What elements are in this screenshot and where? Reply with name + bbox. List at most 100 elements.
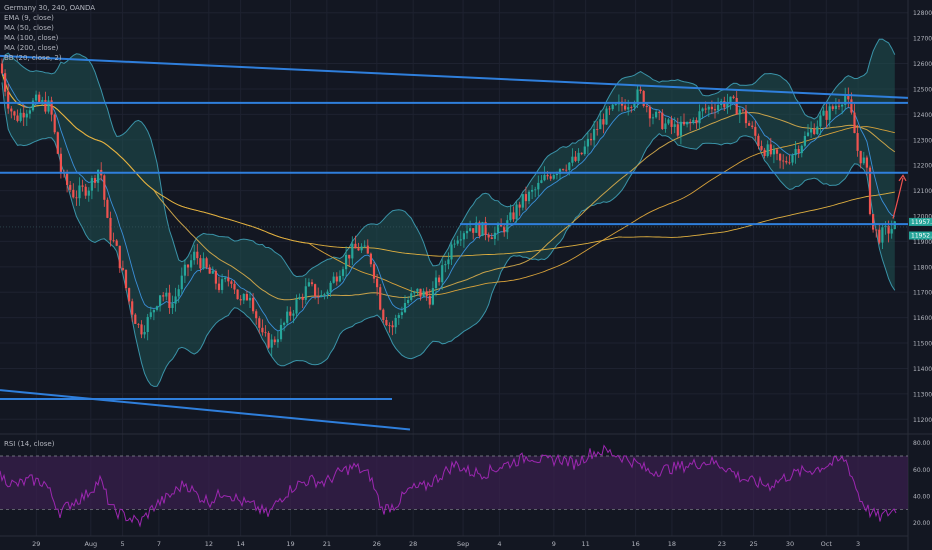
- candle-body: [298, 296, 301, 300]
- candle-266: [825, 102, 828, 128]
- candle-body: [264, 332, 267, 334]
- indicator-bb[interactable]: BB (20, close, 2): [4, 54, 62, 62]
- candle-138: [428, 288, 431, 309]
- symbol-title[interactable]: Germany 30, 240, OANDA: [4, 4, 96, 12]
- candle-body: [106, 199, 109, 218]
- price-tick-label: 12100.0: [913, 188, 932, 195]
- candle-body: [487, 234, 490, 238]
- candle-12: [38, 91, 41, 104]
- candle-body: [134, 314, 137, 324]
- indicator-ma200[interactable]: MA (200, close): [4, 44, 59, 52]
- candle-75: [233, 280, 236, 295]
- candle-body: [813, 128, 816, 135]
- candle-267: [828, 102, 831, 127]
- price-tick-label: 11500.0: [913, 341, 932, 348]
- candle-278: [862, 151, 865, 165]
- candle-92: [286, 306, 289, 326]
- time-tick-label: 18: [668, 540, 676, 548]
- candle-body: [118, 245, 121, 269]
- candle-6: [19, 108, 22, 123]
- candle-body: [301, 296, 304, 300]
- candle-body: [599, 119, 602, 130]
- candle-259: [803, 131, 806, 148]
- price-tick-label: 11400.0: [913, 366, 932, 373]
- candle-body: [419, 288, 422, 297]
- candle-body: [382, 309, 385, 320]
- candle-body: [469, 228, 472, 231]
- price-tick-label: 12200.0: [913, 163, 932, 170]
- candle-body: [887, 225, 890, 234]
- candle-body: [583, 146, 586, 155]
- candle-body: [682, 121, 686, 125]
- candle-body: [323, 294, 326, 296]
- candle-body: [735, 97, 738, 115]
- candle-body: [354, 243, 357, 249]
- candle-body: [422, 291, 425, 297]
- candle-123: [382, 308, 385, 323]
- candle-220: [682, 113, 686, 127]
- price-axis[interactable]: 12800.0 12700.0 12600.0 12500.0 12400.0 12300…: [909, 10, 932, 424]
- candle-135: [419, 288, 422, 301]
- candle-249: [772, 145, 775, 164]
- candle-body: [416, 288, 419, 292]
- rsi-line: [0, 444, 897, 528]
- candle-body: [689, 121, 692, 124]
- candle-body: [310, 282, 314, 285]
- candle-151: [469, 220, 472, 232]
- candle-body: [438, 277, 441, 283]
- candle-body: [363, 245, 366, 247]
- candle-body: [149, 312, 152, 317]
- candle-239: [741, 108, 744, 114]
- candle-148: [459, 230, 462, 247]
- candle-body: [676, 124, 679, 136]
- indicator-ma50[interactable]: MA (50, close): [4, 24, 54, 32]
- price-tick-label: 11700.0: [913, 290, 932, 297]
- price-tick-label: 11900.0: [913, 239, 932, 246]
- candle-129: [400, 306, 403, 319]
- candle-body: [534, 189, 537, 191]
- candle-48: [149, 306, 152, 320]
- candle-46: [143, 325, 146, 339]
- candle-body: [304, 286, 307, 300]
- rsi-title[interactable]: RSI (14, close): [4, 440, 55, 448]
- support-resistance-lines[interactable]: [0, 54, 909, 431]
- candle-258: [800, 144, 803, 158]
- candle-115: [357, 242, 360, 251]
- indicator-ema[interactable]: EMA (9, close): [4, 14, 54, 22]
- rsi-tick-label: 20.00: [913, 520, 930, 527]
- candle-88: [273, 336, 276, 346]
- candle-body: [695, 119, 698, 124]
- candle-140: [434, 270, 438, 297]
- candle-body: [670, 119, 673, 127]
- rsi-axis[interactable]: 80.00 60.00 40.00 20.00: [913, 440, 930, 527]
- rsi-pane: [0, 444, 908, 528]
- candle-161: [500, 218, 503, 227]
- candle-4: [13, 110, 16, 120]
- price-tick-label: 11300.0: [913, 391, 932, 398]
- candle-57: [177, 284, 180, 303]
- candle-164: [509, 204, 512, 223]
- candle-body: [174, 296, 177, 304]
- candle-body: [270, 339, 273, 348]
- candle-271: [841, 102, 844, 115]
- time-axis[interactable]: 29 Aug 5 7 12 14 19 21 26 28 Sep 4 9 11 16 18 23 25 Oct 30 3: [32, 540, 860, 548]
- candle-158: [490, 233, 493, 240]
- candle-206: [639, 86, 642, 94]
- candle-215: [667, 117, 670, 126]
- candle-236: [732, 95, 735, 100]
- candle-body: [84, 186, 87, 196]
- candle-body: [441, 265, 444, 283]
- time-tick-label: 19: [286, 540, 294, 548]
- candle-body: [841, 104, 844, 107]
- candle-96: [298, 293, 301, 300]
- candle-68: [211, 266, 214, 274]
- candle-184: [571, 148, 574, 167]
- candle-103: [320, 290, 323, 298]
- indicator-ma100[interactable]: MA (100, close): [4, 34, 59, 42]
- price-tick-label: 12300.0: [913, 137, 932, 144]
- candle-152: [472, 228, 475, 240]
- candle-body: [217, 283, 221, 290]
- candle-97: [301, 293, 304, 309]
- candle-body: [639, 89, 642, 92]
